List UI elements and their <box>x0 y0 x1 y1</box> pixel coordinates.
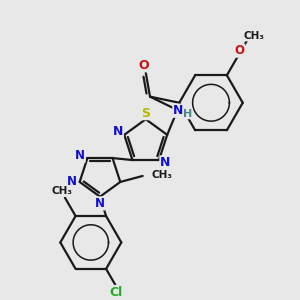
Text: CH₃: CH₃ <box>51 186 72 197</box>
Text: N: N <box>160 156 170 169</box>
Text: N: N <box>95 197 105 210</box>
Text: N: N <box>75 149 85 162</box>
Text: H: H <box>183 109 192 119</box>
Text: O: O <box>235 44 245 57</box>
Text: O: O <box>139 59 149 72</box>
Text: Cl: Cl <box>109 286 122 298</box>
Text: N: N <box>67 176 77 188</box>
Text: N: N <box>173 104 183 117</box>
Text: CH₃: CH₃ <box>243 31 264 41</box>
Text: S: S <box>141 106 150 120</box>
Text: CH₃: CH₃ <box>151 170 172 180</box>
Text: N: N <box>113 125 123 138</box>
